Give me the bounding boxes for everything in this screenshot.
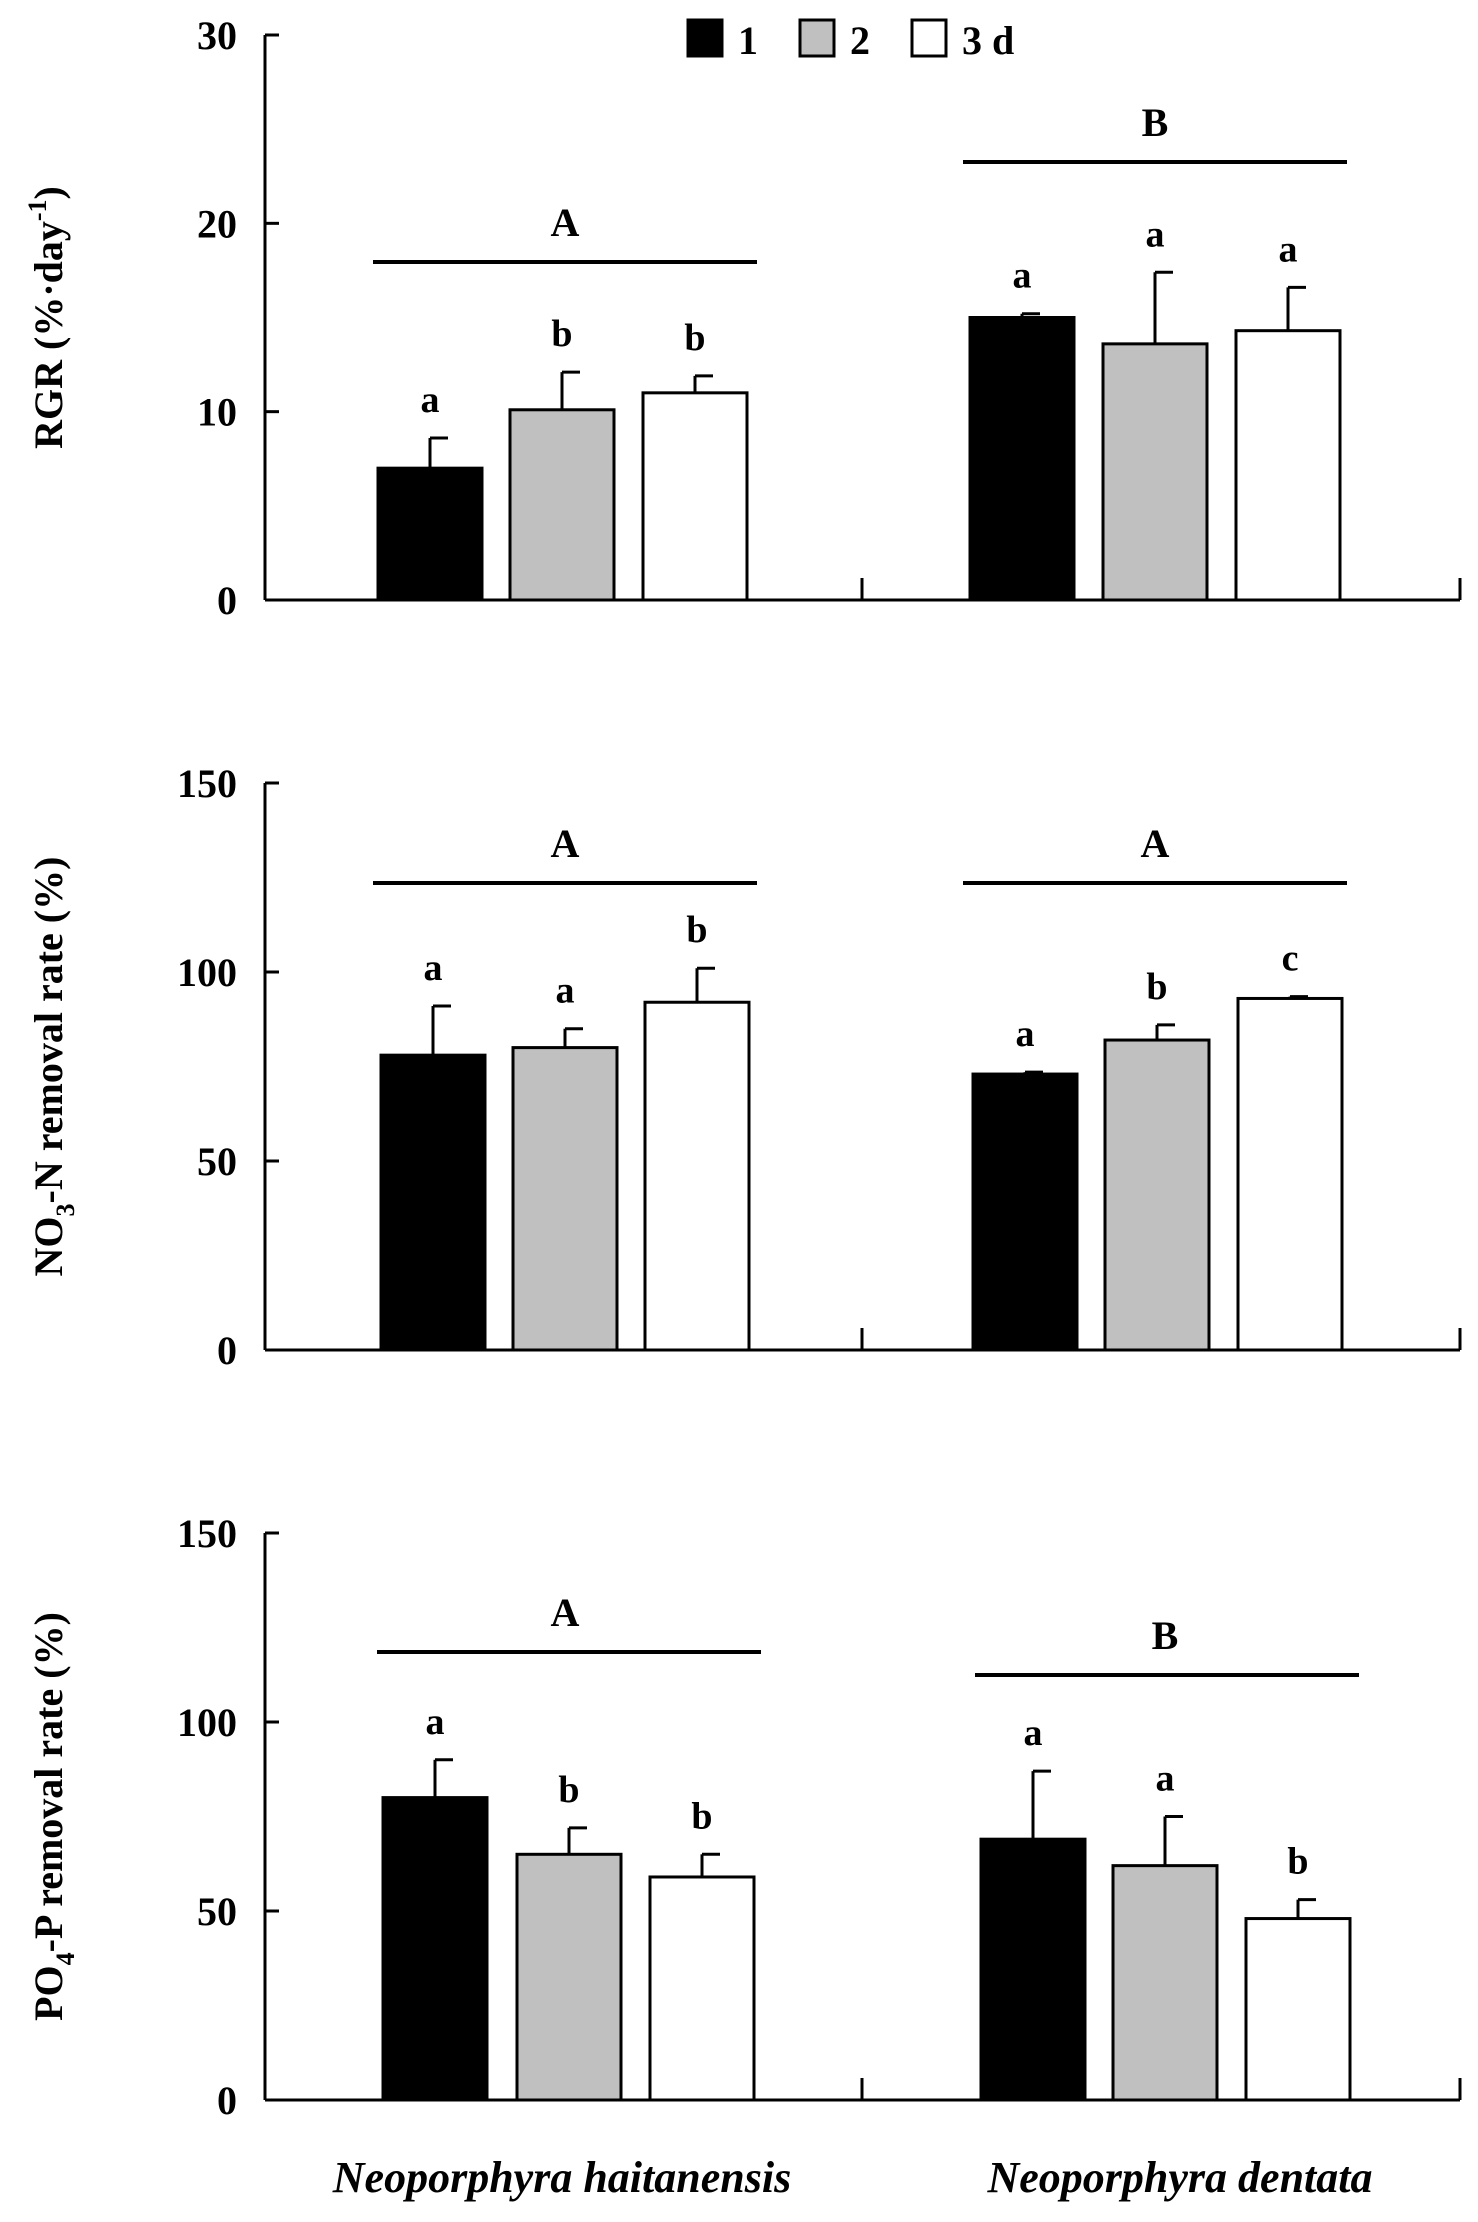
significance-letter: b — [691, 1795, 712, 1837]
y-tick-label: 150 — [177, 761, 237, 806]
significance-letter: b — [558, 1769, 579, 1811]
significance-letter: b — [551, 313, 572, 355]
bar-series-2-group-1 — [511, 1046, 619, 1352]
y-tick-label: 100 — [177, 1700, 237, 1745]
bar-series-3-group-2 — [1234, 329, 1342, 602]
legend-label-3: 3 d — [962, 18, 1014, 63]
bar-series-3-group-1 — [643, 1000, 751, 1352]
significance-letter: a — [556, 970, 575, 1012]
bar-series-1-group-1 — [379, 1053, 487, 1352]
bar-series-2-group-1 — [515, 1852, 623, 2102]
significance-letter: a — [426, 1701, 445, 1743]
group-letter: A — [551, 1590, 580, 1635]
panel-1: 0 10 20 30 RGR (%·day-1) a a b a b a A B — [23, 13, 1462, 623]
y-tick-label: 0 — [217, 578, 237, 623]
bar-series-1-group-2 — [979, 1837, 1087, 2102]
bar-series-3-group-1 — [641, 391, 749, 602]
y-tick-label: 100 — [177, 950, 237, 995]
significance-letter: a — [1013, 255, 1032, 297]
significance-letter: a — [1279, 228, 1298, 270]
bar-series-3-group-2 — [1244, 1917, 1352, 2102]
legend-swatch-2 — [798, 18, 836, 58]
significance-letter: a — [421, 379, 440, 421]
bar-series-3-group-1 — [648, 1875, 756, 2102]
significance-letter: b — [686, 909, 707, 951]
significance-letter: a — [1146, 213, 1165, 255]
y-tick-label: 10 — [197, 390, 237, 435]
group-letter: B — [1142, 100, 1169, 145]
bar-series-1-group-2 — [971, 1072, 1079, 1352]
legend: 1 2 3 d — [686, 18, 1014, 63]
y-tick-label: 0 — [217, 1328, 237, 1373]
significance-letter: a — [1016, 1013, 1035, 1055]
bar-series-3-group-2 — [1236, 996, 1344, 1352]
y-tick-label: 150 — [177, 1511, 237, 1556]
y-axis-title: NO3-N removal rate (%) — [26, 857, 80, 1277]
legend-swatch-3 — [910, 18, 948, 58]
bar-series-2-group-2 — [1101, 342, 1209, 602]
significance-letter: b — [1287, 1841, 1308, 1883]
bar-series-2-group-1 — [508, 408, 616, 602]
y-tick-label: 30 — [197, 13, 237, 58]
species-label-haitanensis: Neoporphyra haitanensis — [332, 2153, 791, 2202]
group-letter: A — [1141, 821, 1170, 866]
legend-label-2: 2 — [850, 18, 870, 63]
panel-2: 0 50 100 150 NO3-N removal rate (%) a a a b b c A A — [26, 761, 1462, 1373]
legend-swatch-1 — [686, 18, 724, 58]
significance-letter: b — [684, 317, 705, 359]
group-letter: A — [551, 821, 580, 866]
significance-letter: c — [1282, 938, 1299, 980]
y-tick-label: 50 — [197, 1139, 237, 1184]
bar-series-2-group-2 — [1111, 1864, 1219, 2102]
bar-series-1-group-2 — [968, 316, 1076, 602]
bar-series-1-group-1 — [376, 466, 484, 602]
bar-series-1-group-1 — [381, 1796, 489, 2102]
y-tick-label: 50 — [197, 1889, 237, 1934]
bar-series-2-group-2 — [1103, 1038, 1211, 1352]
significance-letter: a — [1024, 1712, 1043, 1754]
panel-3: 0 50 100 150 PO4-P removal rate (%) a a b a b b A B — [26, 1511, 1462, 2123]
significance-letter: a — [424, 947, 443, 989]
species-label-dentata: Neoporphyra dentata — [987, 2153, 1373, 2202]
legend-label-1: 1 — [738, 18, 758, 63]
y-tick-label: 20 — [197, 201, 237, 246]
y-tick-label: 0 — [217, 2078, 237, 2123]
y-axis-title: PO4-P removal rate (%) — [26, 1612, 80, 2021]
y-axis-title: RGR (%·day-1) — [23, 186, 71, 449]
significance-letter: b — [1146, 966, 1167, 1008]
significance-letter: a — [1156, 1758, 1175, 1800]
group-letter: A — [551, 200, 580, 245]
group-letter: B — [1152, 1613, 1179, 1658]
